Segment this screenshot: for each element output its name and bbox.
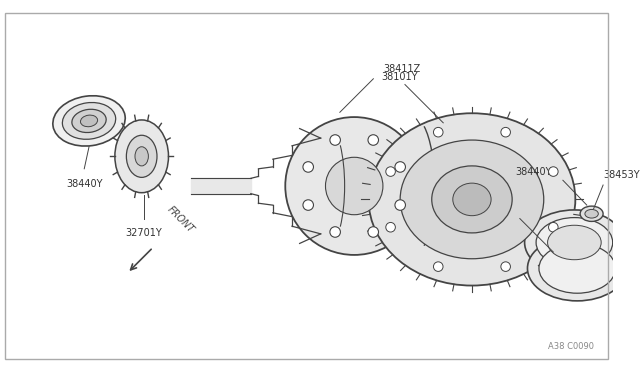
- Text: 38101Y: 38101Y: [381, 72, 417, 81]
- Ellipse shape: [326, 157, 383, 215]
- Circle shape: [501, 127, 511, 137]
- Ellipse shape: [285, 117, 423, 255]
- Circle shape: [303, 200, 314, 210]
- Circle shape: [386, 167, 396, 176]
- Ellipse shape: [580, 206, 603, 221]
- Ellipse shape: [548, 225, 601, 260]
- Circle shape: [330, 135, 340, 145]
- Ellipse shape: [72, 109, 106, 132]
- Circle shape: [368, 227, 378, 237]
- Circle shape: [395, 162, 406, 172]
- Text: 38440Y: 38440Y: [66, 179, 102, 189]
- Ellipse shape: [525, 210, 624, 275]
- Ellipse shape: [135, 147, 148, 166]
- Ellipse shape: [536, 218, 612, 267]
- Text: FRONT: FRONT: [166, 204, 196, 235]
- Ellipse shape: [432, 166, 512, 233]
- Text: 32701Y: 32701Y: [125, 228, 162, 238]
- Circle shape: [330, 227, 340, 237]
- Ellipse shape: [369, 113, 575, 286]
- Ellipse shape: [53, 96, 125, 146]
- Ellipse shape: [126, 135, 157, 177]
- Circle shape: [433, 127, 443, 137]
- Text: 38440YA: 38440YA: [516, 167, 558, 177]
- Text: A38 C0090: A38 C0090: [548, 341, 593, 351]
- Ellipse shape: [585, 209, 598, 218]
- Circle shape: [368, 135, 378, 145]
- Circle shape: [303, 162, 314, 172]
- Ellipse shape: [62, 103, 116, 139]
- Ellipse shape: [400, 140, 544, 259]
- Ellipse shape: [115, 120, 168, 193]
- Circle shape: [501, 262, 511, 272]
- Circle shape: [433, 262, 443, 272]
- Ellipse shape: [527, 236, 627, 301]
- Circle shape: [395, 200, 406, 210]
- Ellipse shape: [453, 183, 491, 216]
- Text: 38102Y: 38102Y: [558, 247, 595, 257]
- Circle shape: [548, 167, 558, 176]
- Ellipse shape: [539, 243, 616, 293]
- Text: 38411Z: 38411Z: [383, 64, 420, 74]
- Text: 38453Y: 38453Y: [603, 170, 640, 180]
- Circle shape: [386, 222, 396, 232]
- Circle shape: [548, 222, 558, 232]
- Ellipse shape: [81, 115, 97, 127]
